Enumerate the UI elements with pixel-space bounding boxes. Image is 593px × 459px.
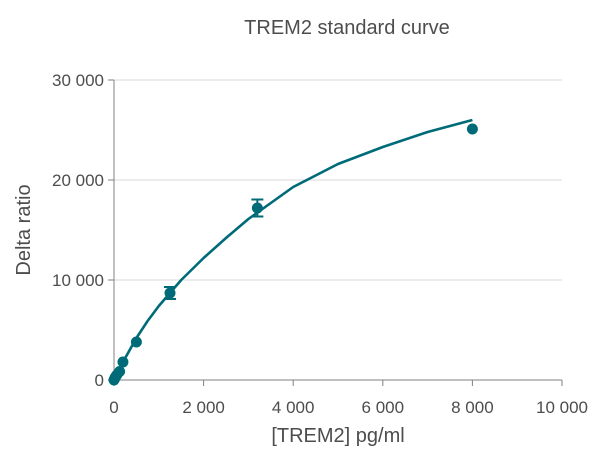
x-axis-label: [TREM2] pg/ml — [271, 425, 404, 447]
gridlines — [114, 79, 562, 281]
fit-curve-group — [112, 118, 473, 381]
y-tick-label: 10 000 — [52, 271, 104, 290]
y-axis-label: Delta ratio — [13, 184, 35, 275]
data-points — [108, 123, 478, 386]
y-tick-label: 30 000 — [52, 71, 104, 90]
x-tick-label: 4 000 — [272, 398, 315, 417]
chart-title: TREM2 standard curve — [244, 17, 450, 39]
data-point — [114, 366, 126, 377]
x-tick-label: 6 000 — [362, 398, 405, 417]
axes — [108, 79, 563, 386]
data-point — [117, 356, 129, 368]
tick-labels: 0 10 000 20 000 30 000 0 2 000 4 000 6 000 8 000… — [52, 71, 588, 417]
fit-curve — [112, 118, 473, 381]
data-point — [164, 287, 176, 299]
x-tick-label: 8 000 — [451, 398, 494, 417]
x-tick-label: 2 000 — [182, 398, 225, 417]
data-point — [466, 123, 478, 135]
y-tick-label: 20 000 — [52, 171, 104, 190]
x-tick-label: 10 000 — [536, 398, 588, 417]
data-point — [251, 202, 263, 214]
y-tick-label: 0 — [95, 371, 104, 390]
data-point — [130, 336, 142, 348]
x-tick-label: 0 — [109, 398, 118, 417]
